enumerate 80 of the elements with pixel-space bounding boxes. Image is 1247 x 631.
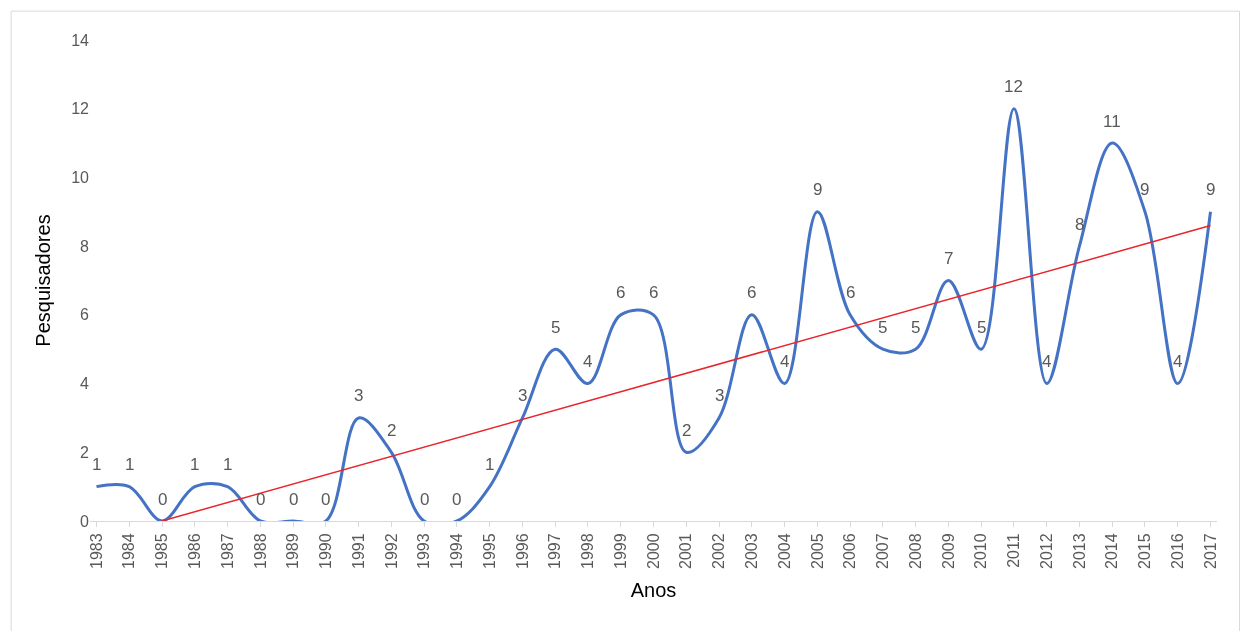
data-label: 4 xyxy=(1173,352,1183,371)
y-tick-label: 10 xyxy=(71,169,90,187)
x-tick-label: 1987 xyxy=(218,533,236,569)
x-tick-label: 2013 xyxy=(1070,533,1088,569)
data-label: 6 xyxy=(616,283,626,302)
x-tick-label: 1998 xyxy=(579,533,597,569)
x-tick-label: 1997 xyxy=(546,533,564,569)
data-label: 6 xyxy=(649,283,659,302)
data-label: 4 xyxy=(780,352,790,371)
y-tick-label: 12 xyxy=(71,100,90,118)
x-tick-label: 2012 xyxy=(1037,533,1055,569)
data-label: 0 xyxy=(289,490,299,509)
x-tick-label: 2014 xyxy=(1103,533,1121,569)
y-tick-label: 14 xyxy=(71,31,90,49)
x-tick-label: 1992 xyxy=(382,533,400,569)
data-label: 9 xyxy=(1206,180,1216,199)
x-tick-label: 2000 xyxy=(644,533,662,569)
data-label: 1 xyxy=(485,455,495,474)
y-tick-label: 2 xyxy=(80,443,90,461)
y-axis-title: Pesquisadores xyxy=(31,214,54,347)
data-label: 0 xyxy=(158,490,168,509)
y-tick-label: 0 xyxy=(80,512,90,530)
x-tick-label: 2007 xyxy=(874,533,892,569)
data-label: 0 xyxy=(452,490,462,509)
x-tick-label: 2009 xyxy=(939,533,957,569)
y-tick-label: 8 xyxy=(80,237,90,255)
x-tick-label: 1995 xyxy=(480,533,498,569)
x-tick-label: 1991 xyxy=(349,533,367,569)
data-label: 9 xyxy=(813,180,823,199)
data-label: 0 xyxy=(420,490,430,509)
x-tick-label: 1993 xyxy=(415,533,433,569)
data-label: 9 xyxy=(1140,180,1150,199)
y-tick-label: 4 xyxy=(80,375,90,393)
data-label: 8 xyxy=(1075,215,1085,234)
data-label: 6 xyxy=(747,283,757,302)
x-tick-label: 2011 xyxy=(1005,533,1023,568)
data-label: 1 xyxy=(190,455,200,474)
x-tick-label: 2001 xyxy=(677,533,695,569)
x-tick-label: 2017 xyxy=(1201,533,1219,569)
x-tick-label: 1988 xyxy=(251,533,269,569)
data-label: 5 xyxy=(911,318,921,337)
data-label: 4 xyxy=(1042,352,1052,371)
x-tick-label: 2015 xyxy=(1136,533,1154,569)
x-tick-label: 1985 xyxy=(153,533,171,569)
x-tick-label: 1990 xyxy=(317,533,335,569)
x-tick-label: 2010 xyxy=(972,533,990,569)
data-label: 7 xyxy=(944,249,954,268)
x-tick-label: 1983 xyxy=(87,533,105,569)
data-label: 0 xyxy=(256,490,266,509)
data-label: 4 xyxy=(583,352,593,371)
data-label: 6 xyxy=(846,283,856,302)
x-tick-label: 2006 xyxy=(841,533,859,569)
x-tick-label: 1984 xyxy=(120,533,138,569)
data-label: 3 xyxy=(518,386,528,405)
x-axis-title: Anos xyxy=(630,579,677,602)
data-label: 5 xyxy=(878,318,888,337)
data-label: 2 xyxy=(682,421,692,440)
data-label: 5 xyxy=(977,318,987,337)
data-label: 1 xyxy=(125,455,135,474)
x-tick-label: 2004 xyxy=(775,533,793,569)
data-label: 1 xyxy=(92,455,102,474)
x-tick-label: 1989 xyxy=(284,533,302,569)
x-tick-label: 1999 xyxy=(611,533,629,569)
x-tick-label: 1994 xyxy=(448,533,466,569)
data-label: 0 xyxy=(321,490,331,509)
data-label: 11 xyxy=(1103,112,1121,131)
x-tick-label: 2002 xyxy=(710,533,728,569)
x-tick-label: 1996 xyxy=(513,533,531,569)
x-tick-label: 2005 xyxy=(808,533,826,569)
x-tick-label: 1986 xyxy=(185,533,203,569)
data-label: 3 xyxy=(354,386,364,405)
data-label: 12 xyxy=(1004,77,1023,96)
x-tick-label: 2008 xyxy=(906,533,924,569)
y-tick-label: 6 xyxy=(80,306,90,324)
x-tick-label: 2003 xyxy=(742,533,760,569)
data-label: 5 xyxy=(551,318,561,337)
data-label: 3 xyxy=(715,386,725,405)
x-tick-label: 2016 xyxy=(1168,533,1186,569)
data-label: 1 xyxy=(223,455,233,474)
data-label: 2 xyxy=(387,421,397,440)
